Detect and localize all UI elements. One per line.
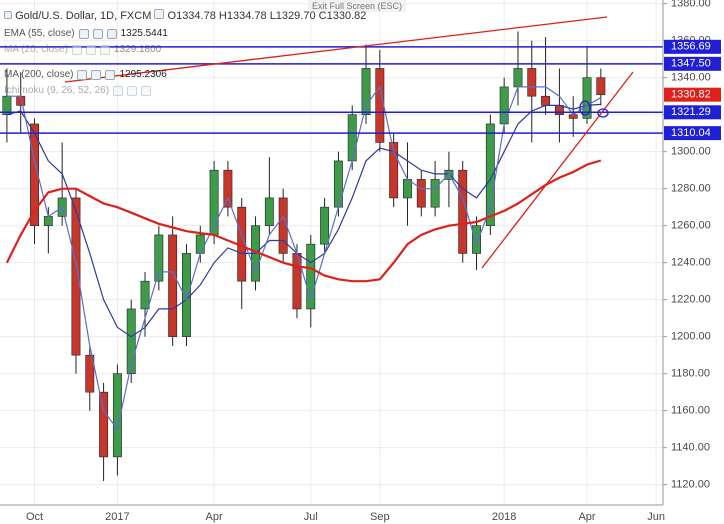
- candle-body: [85, 354, 95, 393]
- exit-fullscreen[interactable]: Exit Full Screen (ESC): [308, 0, 407, 12]
- x-tick-label: Sep: [370, 511, 390, 523]
- x-tick-label: 2018: [492, 511, 516, 523]
- y-tick-label: 1220.00: [671, 294, 711, 306]
- symbol: Gold/U.S. Dollar, 1D, FXCM: [15, 10, 152, 22]
- candle-body: [154, 234, 164, 282]
- indicator-line: [6, 103, 601, 338]
- indicator-name: MA (20, close): [4, 44, 68, 55]
- marker-circle: [579, 100, 591, 116]
- level-tag: [664, 105, 721, 120]
- candle-body: [582, 77, 592, 119]
- level-label: 1356.69: [671, 41, 711, 53]
- ohlc: H1334.78: [218, 10, 267, 22]
- x-tick-label: Jun: [647, 511, 665, 523]
- y-tick-label: 1260.00: [671, 220, 711, 232]
- y-tick-label: 1120.00: [671, 479, 710, 491]
- last-price-tag: [664, 87, 721, 102]
- indicator-row[interactable]: MA (200, close) 1295.2306: [4, 69, 167, 80]
- candle-body: [596, 77, 606, 95]
- y-tick-label: 1340.00: [671, 72, 711, 84]
- x-tick-label: Jul: [304, 511, 318, 523]
- candle-body: [195, 234, 205, 254]
- candle-body: [403, 179, 412, 199]
- indicator-value: 1295.2306: [119, 69, 167, 80]
- candle-body: [140, 280, 150, 310]
- candle-body: [361, 68, 371, 115]
- ohlc: L1329.70: [269, 10, 316, 22]
- level-tag: [664, 39, 721, 54]
- candle-body: [541, 95, 551, 106]
- candle-body: [513, 68, 523, 88]
- candle-body: [30, 123, 39, 226]
- candle-body: [472, 225, 481, 254]
- candle-body: [430, 179, 440, 208]
- symbol-header: Gold/U.S. Dollar, 1D, FXCM O1334.78 H133…: [4, 9, 366, 22]
- x-tick-label: Apr: [578, 511, 595, 523]
- candle-body: [416, 179, 426, 208]
- y-tick-label: 1280.00: [671, 183, 711, 195]
- y-tick-label: 1160.00: [671, 405, 710, 417]
- y-tick-label: 1240.00: [671, 257, 711, 269]
- indicator-name: MA (200, close): [4, 69, 74, 80]
- indicator-value: 1329.1800: [113, 44, 162, 55]
- candle-body: [168, 234, 178, 337]
- level-tag: [664, 56, 721, 71]
- y-tick-label: 1300.00: [671, 146, 711, 158]
- indicator-row[interactable]: EMA (55, close) 1325.5441: [4, 28, 168, 39]
- indicator-name: Ichimoku (9, 26, 52, 26): [4, 85, 110, 96]
- candle-body: [347, 114, 357, 162]
- indicator-line: [5, 159, 602, 283]
- candle-body: [223, 169, 233, 208]
- trend-line: [64, 16, 608, 83]
- candle-body: [71, 197, 81, 356]
- candle-body: [389, 142, 399, 199]
- candle-body: [320, 206, 330, 245]
- candle-body: [554, 105, 564, 115]
- marker-circle: [597, 108, 609, 118]
- candle-body: [458, 169, 468, 254]
- y-tick-label: 1180.00: [671, 368, 710, 380]
- trend-line: [481, 71, 634, 269]
- indicator-value: 1325.5441: [120, 28, 168, 39]
- candle-body: [375, 68, 385, 143]
- candle-body: [43, 216, 53, 226]
- candle-body: [126, 308, 136, 374]
- candle-body: [112, 373, 122, 458]
- ohlc: O1334.78: [167, 10, 216, 22]
- candle-body: [485, 123, 495, 226]
- y-tick-label: 1380.00: [671, 0, 711, 10]
- candle-body: [527, 68, 537, 97]
- candle-body: [333, 160, 343, 208]
- candle-body: [99, 391, 109, 458]
- last-price-label: 1330.82: [671, 89, 711, 101]
- indicator-row[interactable]: Ichimoku (9, 26, 52, 26): [4, 85, 152, 96]
- indicator-line: [6, 85, 602, 431]
- level-label: 1310.04: [671, 127, 711, 139]
- level-label: 1321.29: [671, 106, 711, 118]
- candle-body: [306, 243, 316, 310]
- candle-body: [499, 86, 509, 125]
- y-tick-label: 1140.00: [671, 442, 710, 454]
- candle-body: [264, 197, 274, 226]
- y-tick-label: 1200.00: [671, 331, 711, 343]
- level-label: 1347.50: [671, 58, 711, 70]
- x-tick-label: Apr: [206, 511, 223, 523]
- x-tick-label: Oct: [26, 511, 43, 523]
- indicator-row[interactable]: MA (20, close) 1329.1800: [4, 44, 161, 55]
- x-tick-label: 2017: [105, 511, 129, 523]
- level-tag: [664, 126, 721, 141]
- ohlc: C1330.82: [318, 10, 367, 22]
- indicator-name: EMA (55, close): [4, 28, 75, 39]
